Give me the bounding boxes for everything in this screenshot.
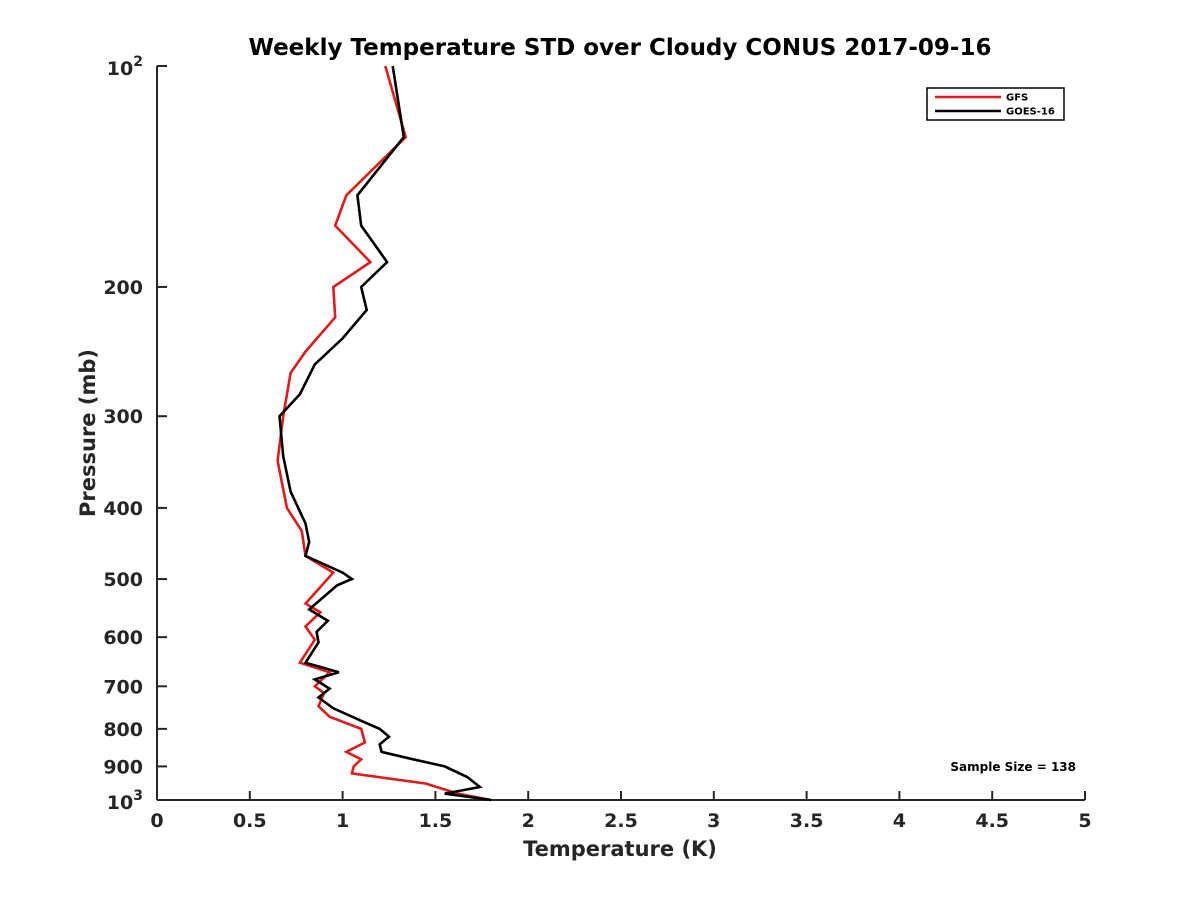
y-tick-exponent: 2 [133,54,143,70]
x-tick-label: 1.5 [419,810,453,832]
series-line-gfs [276,65,492,802]
y-tick-exponent: 3 [133,788,143,804]
y-tick-label: 900 [103,756,143,778]
y-tick-label: 700 [103,676,143,698]
y-axis-label: Pressure (mb) [76,349,100,517]
y-tick-label: 103 [107,788,143,814]
legend-box [926,87,1065,121]
chart-title: Weekly Temperature STD over Cloudy CONUS… [249,35,992,61]
x-tick-label: 2 [522,810,535,832]
y-tick-label: 200 [103,277,143,299]
y-tick-label: 800 [103,719,143,741]
x-tick-label: 4 [893,810,906,832]
x-tick-label: 3.5 [790,810,824,832]
x-tick-label: 5 [1078,810,1091,832]
x-tick-label: 0.5 [233,810,267,832]
y-tick-base: 10 [107,792,133,814]
x-tick-label: 3 [707,810,720,832]
legend: GFS GOES-16 [926,87,1065,121]
y-tick-label: 102 [107,54,143,80]
x-axis-label: Temperature (K) [523,837,717,861]
x-tick-label: 2.5 [604,810,638,832]
legend-label-gfs: GFS [1006,93,1028,104]
series-layer [276,65,492,802]
sample-size-annotation: Sample Size = 138 [950,760,1076,774]
series-line-goes-16 [278,65,492,802]
y-tick-label: 400 [103,498,143,520]
y-tick-base: 10 [107,58,133,80]
x-tick-label: 1 [336,810,349,832]
x-tick-label: 4.5 [975,810,1009,832]
legend-label-goes-16: GOES-16 [1006,107,1055,118]
y-tick-label: 600 [103,627,143,649]
plot-axes: 0 0.5 1 1.5 2 2.5 3 3.5 4 4.5 51022003004005006007… [103,54,1091,832]
y-tick-label: 300 [103,406,143,428]
y-tick-label: 500 [103,569,143,591]
x-tick-label: 0 [150,810,163,832]
